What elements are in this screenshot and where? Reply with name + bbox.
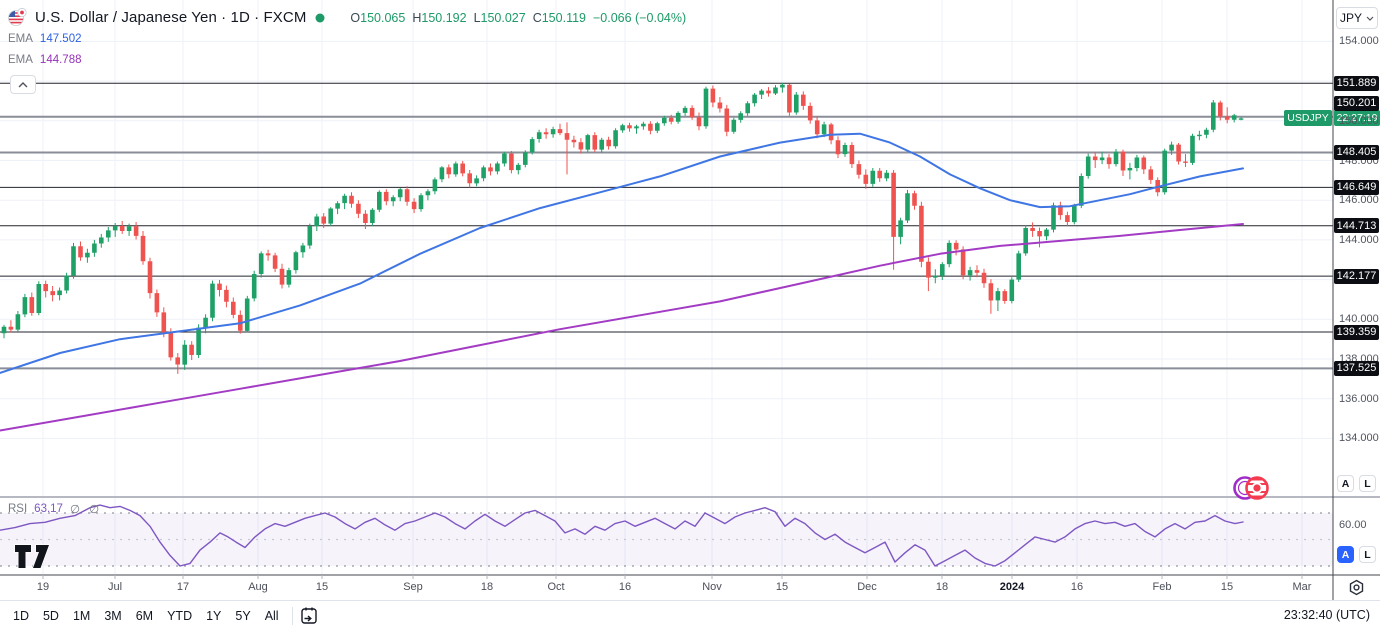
rsi-auto-scale-button[interactable]: A (1337, 546, 1354, 563)
time-tick-label: 16 (1070, 581, 1084, 593)
range-button-1d[interactable]: 1D (13, 609, 29, 623)
price-level-tag: 137.525 (1334, 360, 1379, 376)
chevron-down-icon (1366, 16, 1374, 21)
ema-slow-legend[interactable]: EMA 144.788 (8, 54, 82, 66)
time-tick-label: 19 (36, 581, 50, 593)
time-tick-label: Dec (857, 581, 877, 593)
range-button-all[interactable]: All (264, 609, 279, 623)
time-tick-label: 15 (775, 581, 789, 593)
collapse-pane-button[interactable] (10, 75, 36, 94)
price-tick-label: 154.000 (1339, 35, 1379, 48)
time-tick-label: 16 (618, 581, 632, 593)
range-button-5y[interactable]: 5Y (235, 609, 251, 623)
time-tick-label: Sep (403, 581, 423, 593)
ema-fast-value: 147.502 (39, 33, 82, 45)
price-level-tag: 142.177 (1334, 268, 1379, 284)
range-button-ytd[interactable]: YTD (167, 609, 193, 623)
rsi-legend[interactable]: RSI 63.17 ∅ ∅ (8, 503, 103, 516)
time-tick-label: Mar (1292, 581, 1312, 593)
axis-settings-gear-icon[interactable] (1346, 578, 1367, 598)
price-axis-currency-button[interactable]: JPY (1336, 7, 1378, 29)
bottom-toolbar: 1D 5D 1M 3M 6M YTD 1Y 5Y All (0, 601, 1380, 631)
time-tick-label: Aug (248, 581, 268, 593)
time-tick-label: 15 (315, 581, 329, 593)
symbol-title[interactable]: U.S. Dollar / Japanese Yen · 1D · FXCM (35, 9, 307, 26)
price-level-tag: 139.359 (1334, 324, 1379, 340)
time-tick-label: 2024 (999, 581, 1025, 593)
price-tick-label: 144.000 (1339, 233, 1379, 246)
clock-utc[interactable]: 23:32:40 (UTC) (1283, 608, 1370, 622)
open-value: 150.065 (360, 10, 406, 25)
high-value: 150.192 (421, 10, 467, 25)
change-value: −0.066 (−0.04%) (593, 10, 687, 25)
range-button-3m[interactable]: 3M (104, 609, 122, 623)
price-level-tag: 148.405 (1334, 144, 1379, 160)
time-tick-label: 17 (176, 581, 190, 593)
date-range-switcher: 1D 5D 1M 3M 6M YTD 1Y 5Y All (0, 605, 286, 627)
go-to-date-calendar-icon[interactable] (299, 606, 319, 626)
time-tick-label: Nov (702, 581, 722, 593)
symbol-price-tag: USDJPY (1284, 110, 1332, 126)
time-tick-label: 15 (1220, 581, 1234, 593)
ohlc-readout: O150.065 H150.192 L150.027 C150.119 −0.0… (350, 10, 687, 25)
price-level-tag: 150.201 (1334, 95, 1379, 111)
low-value: 150.027 (480, 10, 526, 25)
price-level-tag: 144.713 (1334, 218, 1379, 234)
price-tick-label: 134.000 (1339, 432, 1379, 445)
price-level-tag: 151.889 (1334, 75, 1379, 91)
time-tick-label: 18 (935, 581, 949, 593)
pair-logo-icon (1233, 476, 1269, 500)
log-scale-button[interactable]: L (1359, 475, 1376, 492)
toolbar-divider (291, 607, 293, 625)
usdjpy-pair-icon (8, 8, 27, 26)
price-level-tag: 146.649 (1334, 179, 1379, 195)
price-tick-label: 140.000 (1339, 313, 1379, 326)
time-tick-label: Oct (547, 581, 565, 593)
close-value: 150.119 (541, 10, 586, 25)
ema-slow-value: 144.788 (39, 54, 82, 66)
auto-scale-button[interactable]: A (1337, 475, 1354, 492)
rsi-log-scale-button[interactable]: L (1359, 546, 1376, 563)
chevron-up-icon (18, 81, 28, 87)
price-tick-label: 146.000 (1339, 194, 1379, 207)
price-tick-label: 136.000 (1339, 392, 1379, 405)
price-tick-label: 150.000 (1339, 114, 1379, 127)
time-tick-label: Jul (107, 581, 123, 593)
range-button-1m[interactable]: 1M (72, 609, 91, 623)
range-button-6m[interactable]: 6M (135, 609, 154, 623)
market-status-dot[interactable] (314, 12, 326, 24)
symbol-header: U.S. Dollar / Japanese Yen · 1D · FXCM O… (8, 8, 686, 27)
bar-countdown-tag: 22:27:19 (1334, 110, 1380, 126)
rsi-axis-label: 60.00 (1339, 519, 1367, 531)
time-tick-label: 18 (480, 581, 494, 593)
range-button-5d[interactable]: 5D (42, 609, 59, 623)
ema-fast-legend[interactable]: EMA 147.502 (8, 33, 82, 45)
time-tick-label: Feb (1152, 581, 1172, 593)
range-button-1y[interactable]: 1Y (206, 609, 222, 623)
rsi-value: 63.17 (34, 503, 63, 515)
rsi-ma-values: ∅ ∅ (69, 504, 103, 516)
tradingview-logo[interactable] (14, 542, 54, 572)
